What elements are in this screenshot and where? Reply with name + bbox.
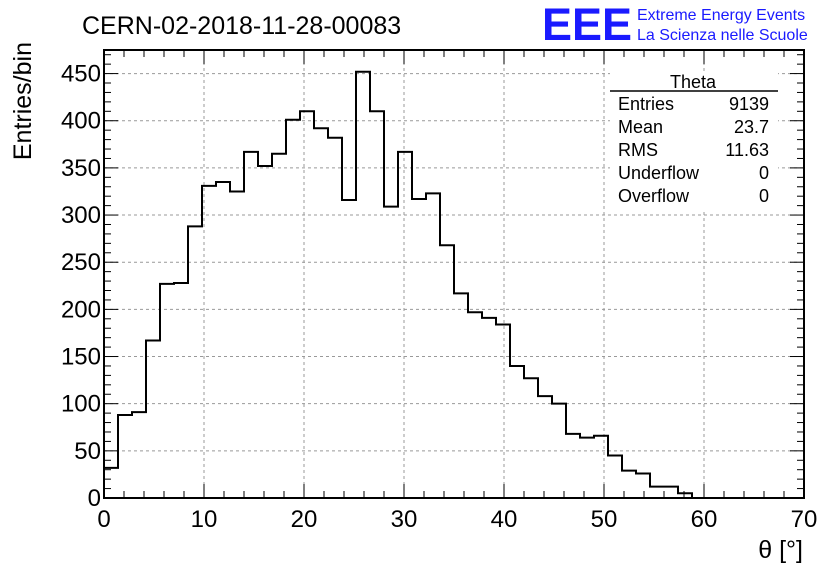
histogram-bin — [356, 72, 370, 498]
x-tick-label: 40 — [491, 506, 518, 533]
stats-row-value: 23.7 — [734, 117, 769, 137]
histogram-bin — [608, 456, 622, 498]
eee-logo: EEE Extreme Energy Events La Scienza nel… — [542, 0, 808, 50]
histogram-bin — [300, 111, 314, 498]
eee-logo-line-2: La Scienza nelle Scuole — [637, 27, 808, 44]
histogram-bin — [132, 412, 146, 498]
stats-row-value: 11.63 — [725, 140, 769, 160]
histogram-bin — [370, 111, 384, 498]
histogram-bin — [454, 293, 468, 498]
stats-row-label: Underflow — [618, 163, 700, 183]
x-tick-label: 20 — [291, 506, 318, 533]
histogram-bin — [496, 324, 510, 498]
x-tick-label: 0 — [97, 506, 110, 533]
histogram-bin — [104, 468, 118, 498]
histogram-bin — [664, 487, 678, 498]
x-axis-label: θ [°] — [758, 536, 803, 564]
histogram-bin — [538, 396, 552, 498]
y-tick-label: 450 — [61, 61, 101, 88]
eee-logo-mark: EEE — [542, 0, 632, 50]
histogram-bin — [524, 378, 538, 498]
histogram-bin — [594, 436, 608, 498]
x-tick-label: 50 — [591, 506, 618, 533]
stats-box-rows: Entries 9139 Mean 23.7 RMS 11.63 Underflow 0 Ove… — [618, 94, 769, 206]
histogram-bin — [160, 284, 174, 498]
x-tick-labels: 0 10 20 30 40 50 60 70 — [97, 506, 817, 533]
histogram-bin — [650, 487, 664, 498]
histogram-bin — [314, 128, 328, 498]
x-tick-label: 60 — [691, 506, 718, 533]
histogram-bin — [636, 473, 650, 498]
stats-row-label: RMS — [618, 140, 658, 160]
histogram-bin — [510, 366, 524, 498]
y-tick-label: 250 — [61, 249, 101, 276]
stats-box-background — [610, 72, 778, 210]
chart-title: CERN-02-2018-11-28-00083 — [82, 12, 401, 40]
x-tick-label: 30 — [391, 506, 418, 533]
axis-ticks — [103, 50, 805, 499]
stats-box-header: Theta — [670, 72, 717, 92]
eee-logo-line-1: Extreme Energy Events — [637, 7, 805, 24]
y-tick-label: 300 — [61, 202, 101, 229]
histogram-bin — [174, 283, 188, 498]
stats-row-label: Mean — [618, 117, 663, 137]
histogram-bin — [188, 226, 202, 498]
histogram-bin — [566, 434, 580, 498]
histogram-bin — [258, 166, 272, 498]
stats-row-value: 9139 — [729, 94, 769, 114]
histogram-bin — [580, 438, 594, 498]
stats-row-label: Entries — [618, 94, 674, 114]
histogram-bin — [398, 152, 412, 498]
stats-row-value: 0 — [759, 163, 769, 183]
stats-box: Theta Entries 9139 Mean 23.7 RMS 11.63 Underfl… — [610, 72, 778, 210]
y-tick-label: 100 — [61, 391, 101, 418]
histogram-bin — [412, 199, 426, 498]
y-tick-label: 0 — [88, 485, 101, 512]
histogram-bin — [440, 245, 454, 498]
y-tick-label: 50 — [74, 438, 101, 465]
histogram-bin — [146, 340, 160, 498]
histogram-bin — [272, 154, 286, 498]
y-axis-label: Entries/bin — [9, 42, 37, 160]
y-tick-label: 200 — [61, 296, 101, 323]
stats-row-label: Overflow — [618, 186, 690, 206]
y-tick-labels: 0 50 100 150 200 250 300 350 400 450 — [61, 61, 101, 512]
histogram-bin — [426, 193, 440, 498]
y-tick-label: 350 — [61, 155, 101, 182]
stats-row-value: 0 — [759, 186, 769, 206]
histogram-bin — [328, 138, 342, 498]
histogram-bin — [468, 312, 482, 498]
histogram-bin — [230, 191, 244, 498]
histogram-outline — [103, 70, 804, 499]
histogram-bin — [118, 415, 132, 498]
y-tick-label: 150 — [61, 344, 101, 371]
x-tick-label: 10 — [191, 506, 218, 533]
histogram-bin — [244, 152, 258, 498]
y-tick-label: 400 — [61, 108, 101, 135]
histogram-bin — [384, 207, 398, 498]
histogram-bin — [342, 200, 356, 498]
histogram-bin — [482, 318, 496, 498]
x-tick-label: 70 — [791, 506, 818, 533]
plot-frame — [103, 49, 805, 499]
